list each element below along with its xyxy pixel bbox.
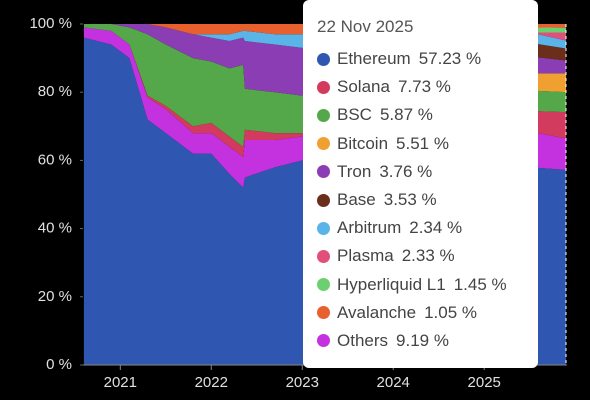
tooltip-row: Solana 7.73 % [317, 73, 538, 101]
legend-label: Others [337, 330, 389, 350]
legend-dot [317, 137, 330, 151]
tooltip-value: 1.05 % [424, 302, 478, 322]
tooltip-value: 2.34 % [409, 218, 463, 238]
legend-dot [317, 80, 330, 94]
tooltip: 22 Nov 2025 Ethereum 57.23 % Solana 7.73 % B… [303, 0, 538, 368]
x-tick-label: 2025 [468, 374, 501, 391]
tooltip-row: Ethereum 57.23 % [317, 45, 538, 73]
tooltip-row: Hyperliquid L1 1.45 % [317, 271, 538, 299]
legend-label: Hyperliquid L1 [337, 274, 446, 294]
x-tick-label: 2024 [377, 374, 410, 391]
tooltip-value: 3.53 % [383, 190, 437, 210]
tooltip-value: 3.76 % [379, 161, 433, 181]
x-tick-label: 2023 [286, 374, 319, 391]
tooltip-value: 5.51 % [396, 133, 449, 153]
legend-dot [317, 165, 330, 179]
legend-dot [317, 221, 330, 235]
legend-dot [317, 334, 330, 348]
legend-dot [317, 278, 330, 292]
y-tick-label: 0 % [46, 356, 72, 373]
tooltip-value: 57.23 % [418, 49, 482, 69]
y-tick-label: 40 % [38, 220, 72, 237]
y-tick-label: 100 % [29, 15, 72, 32]
legend-label: Plasma [337, 246, 394, 266]
x-tick-label: 2021 [104, 374, 137, 391]
x-tick-label: 2022 [195, 374, 228, 391]
tooltip-row: Plasma 2.33 % [317, 242, 538, 270]
legend-label: Solana [337, 77, 390, 97]
tooltip-value: 1.45 % [453, 274, 507, 294]
legend-dot [317, 193, 330, 207]
tooltip-row: BSC 5.87 % [317, 101, 538, 129]
legend-label: BSC [337, 105, 372, 125]
y-tick-label: 60 % [38, 151, 72, 168]
legend-label: Arbitrum [337, 218, 402, 238]
tooltip-value: 2.33 % [401, 246, 455, 266]
legend-dot [317, 108, 330, 122]
legend-dot [317, 52, 330, 66]
y-tick-label: 20 % [38, 288, 72, 305]
legend-label: Bitcoin [337, 133, 389, 153]
y-tick-label: 80 % [38, 83, 72, 100]
tooltip-row: Bitcoin 5.51 % [317, 130, 538, 158]
tooltip-value: 9.19 % [396, 330, 449, 350]
legend-label: Avalanche [337, 302, 417, 322]
legend-dot [317, 306, 330, 320]
tooltip-row: Others 9.19 % [317, 327, 538, 355]
tooltip-row: Tron 3.76 % [317, 158, 538, 186]
tooltip-row: Arbitrum 2.34 % [317, 214, 538, 242]
tooltip-value: 5.87 % [379, 105, 433, 125]
tooltip-title: 22 Nov 2025 [317, 17, 414, 36]
tooltip-value: 7.73 % [397, 77, 451, 97]
legend-dot [317, 249, 330, 263]
tooltip-row: Base 3.53 % [317, 186, 538, 214]
legend-label: Tron [337, 161, 372, 181]
legend-label: Base [337, 190, 376, 210]
tooltip-row: Avalanche 1.05 % [317, 299, 538, 327]
legend-label: Ethereum [337, 49, 411, 69]
